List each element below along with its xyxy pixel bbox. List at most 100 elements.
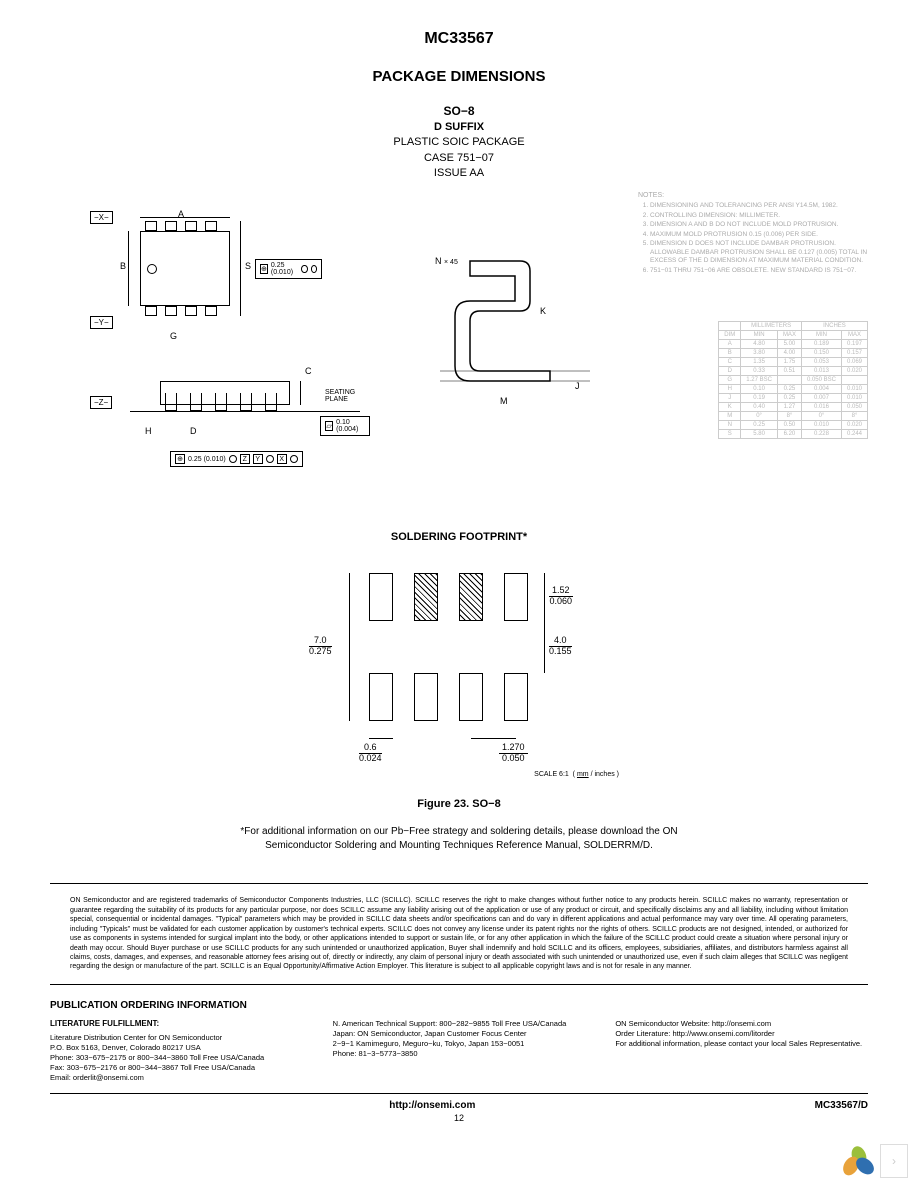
dim-b: B	[120, 261, 126, 271]
pad-outline	[504, 673, 528, 721]
flatness-callout: ▱ 0.10 (0.004)	[320, 416, 370, 436]
pin-outline	[165, 221, 177, 231]
pin-outline	[145, 221, 157, 231]
pb-free-note: *For additional information on our Pb−Fr…	[234, 825, 684, 853]
ordering-line: For additional information, please conta…	[615, 1039, 868, 1049]
table-cell: 0.50	[777, 421, 801, 430]
table-row: C1.351.750.0530.069	[719, 358, 868, 367]
table-cell: G	[719, 376, 741, 385]
dim-arrow	[300, 381, 301, 405]
table-cell: 0.013	[801, 367, 841, 376]
s-tolerance-callout: ⊕ 0.25 (0.010)	[255, 259, 322, 279]
next-page-button[interactable]: ›	[880, 1144, 908, 1178]
ordering-col-2: N. American Technical Support: 800−282−9…	[333, 1019, 586, 1083]
nav-corner: ›	[844, 1144, 908, 1178]
table-cell: 0.004	[801, 385, 841, 394]
table-cell: 0.010	[801, 421, 841, 430]
table-cell: 8°	[777, 412, 801, 421]
dim-m: M	[500, 396, 508, 406]
dim-arrow	[128, 231, 129, 306]
ordering-col-1: LITERATURE FULFILLMENT: Literature Distr…	[50, 1019, 303, 1083]
table-row: N0.250.500.0100.020	[719, 421, 868, 430]
scale-note: SCALE 6:1 ( mm / inches )	[534, 771, 619, 778]
table-cell: 0.51	[777, 367, 801, 376]
pin-outline	[145, 306, 157, 316]
section-title: PACKAGE DIMENSIONS	[50, 68, 868, 85]
table-cell: 0.25	[777, 385, 801, 394]
table-cell: 0.020	[841, 421, 867, 430]
table-cell: 0.197	[841, 340, 867, 349]
dim-h: H	[145, 426, 152, 436]
table-cell: 0.228	[801, 430, 841, 439]
table-cell: S	[719, 430, 741, 439]
gap-dim: 4.0 0.155	[549, 636, 572, 657]
table-cell: 0.189	[801, 340, 841, 349]
table-header: MAX	[777, 331, 801, 340]
pin-outline	[205, 221, 217, 231]
table-cell: D	[719, 367, 741, 376]
table-cell: 0.25	[777, 394, 801, 403]
table-row: A4.805.000.1890.197	[719, 340, 868, 349]
seating-line	[130, 411, 360, 412]
dim-c: C	[305, 366, 312, 376]
footprint-title: SOLDERING FOOTPRINT*	[50, 531, 868, 543]
span-dim: 7.0 0.275	[309, 636, 332, 657]
figure-caption: Figure 23. SO−8	[50, 798, 868, 810]
table-cell: H	[719, 385, 741, 394]
pin-outline	[165, 306, 177, 316]
lead-outline	[190, 393, 202, 411]
pin-outline	[185, 221, 197, 231]
table-cell: 1.35	[741, 358, 778, 367]
ordering-info: LITERATURE FULFILLMENT: Literature Distr…	[50, 1019, 868, 1094]
pad-height-dim: 1.52 0.060	[549, 586, 573, 607]
page-number: 12	[50, 1113, 868, 1123]
mmc-symbol	[266, 455, 274, 463]
table-cell: 0.050	[841, 403, 867, 412]
table-cell	[777, 376, 801, 385]
pin-outline	[185, 306, 197, 316]
tol-value: 0.10 (0.004)	[336, 419, 365, 433]
tol-value: 0.25 (0.010)	[271, 262, 299, 276]
pad-outline	[504, 573, 528, 621]
dim-n: N × 45	[435, 256, 458, 266]
notes-list: DIMENSIONING AND TOLERANCING PER ANSI Y1…	[638, 202, 868, 275]
dimension-table: MILLIMETERS INCHES DIM MIN MAX MIN MAX A…	[718, 321, 868, 439]
datum-y: −Y−	[90, 316, 113, 329]
table-cell: 0.069	[841, 358, 867, 367]
ordering-line: Order Literature: http://www.onsemi.com/…	[615, 1029, 868, 1039]
pad-outline	[414, 673, 438, 721]
dim-line	[349, 573, 350, 721]
package-issue: ISSUE AA	[50, 166, 868, 181]
lead-detail-drawing: N × 45 K M J	[430, 231, 610, 431]
datum-x: −X−	[90, 211, 113, 224]
pad-outline	[459, 673, 483, 721]
dim-arrow	[140, 217, 230, 218]
disclaimer-text: ON Semiconductor and are registered trad…	[70, 897, 848, 970]
table-cell: 4.80	[741, 340, 778, 349]
table-cell: 0.157	[841, 349, 867, 358]
table-cell: 0°	[741, 412, 778, 421]
dim-d: D	[190, 426, 197, 436]
note-item: DIMENSIONING AND TOLERANCING PER ANSI Y1…	[650, 202, 868, 210]
flatness-symbol: ▱	[325, 421, 333, 431]
table-cell: 0.007	[801, 394, 841, 403]
ic-body-outline	[140, 231, 230, 306]
table-header: MIN	[801, 331, 841, 340]
ordering-line: Literature Distribution Center for ON Se…	[50, 1033, 303, 1043]
ordering-line: P.O. Box 5163, Denver, Colorado 80217 US…	[50, 1043, 303, 1053]
ordering-line: N. American Technical Support: 800−282−9…	[333, 1019, 586, 1029]
table-row: B3.804.000.1500.157	[719, 349, 868, 358]
mmc-symbol	[301, 265, 307, 273]
table-cell: M	[719, 412, 741, 421]
tol-value: 0.25 (0.010)	[188, 456, 226, 463]
ordering-line: Phone: 81−3−5773−3850	[333, 1049, 586, 1059]
table-cell: 0.150	[801, 349, 841, 358]
mmc-symbol	[311, 265, 317, 273]
position-symbol: ⊕	[175, 454, 185, 464]
table-cell: 0.40	[741, 403, 778, 412]
table-row: H0.100.250.0040.010	[719, 385, 868, 394]
part-number: MC33567	[50, 30, 868, 48]
lead-outline	[240, 393, 252, 411]
pitch-dim: 1.270 0.050	[499, 743, 528, 764]
pad-outline	[459, 573, 483, 621]
